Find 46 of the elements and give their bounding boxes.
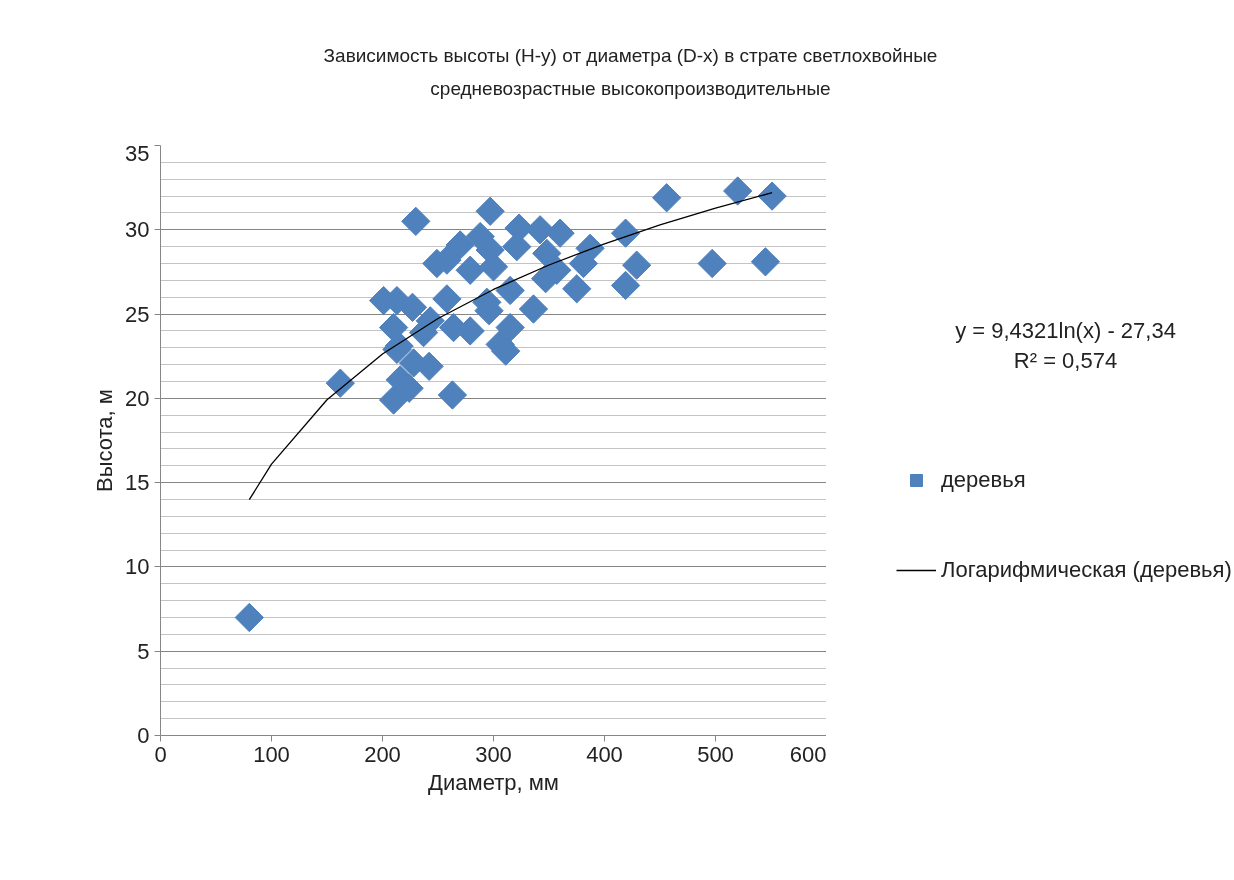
y-tick-label: 25: [125, 301, 150, 327]
point: [525, 215, 555, 245]
x-axis-title: Диаметр, мм: [428, 769, 559, 795]
text: R² = 0,574: [1013, 348, 1118, 374]
point: [378, 312, 409, 343]
x-tick-label: 400: [586, 741, 623, 767]
point: [495, 312, 525, 343]
y-tick-label: 0: [137, 723, 150, 748]
point: [545, 218, 575, 248]
y-axis-title: Высота, м: [92, 389, 118, 492]
legend-label: деревья: [941, 467, 1026, 493]
y-tick-label: 30: [125, 217, 150, 243]
y-tick-label: 20: [125, 385, 150, 411]
x-tick-label: 300: [475, 741, 512, 767]
point: [723, 176, 753, 206]
point: [622, 250, 652, 280]
point: [455, 255, 485, 285]
point: [518, 294, 549, 324]
point: [750, 247, 781, 277]
point: [652, 183, 682, 213]
point: [610, 270, 641, 301]
y-tick-label: 10: [125, 554, 150, 580]
y-tick-label: 15: [125, 470, 150, 496]
x-tick-label: 100: [253, 741, 290, 767]
point: [697, 248, 727, 279]
y-tick-label: 35: [125, 140, 150, 166]
point: [325, 368, 355, 398]
x-tick-label: 600: [789, 741, 827, 767]
y-tick-label: 5: [137, 638, 150, 664]
x-tick-label: 500: [697, 741, 734, 767]
point: [495, 275, 525, 306]
point: [234, 602, 264, 633]
point: [610, 218, 641, 248]
point: [401, 206, 431, 236]
text: y = 9,4321ln(x) - 27,34: [955, 317, 1176, 343]
x-tick-label: 200: [364, 741, 401, 767]
point: [437, 380, 468, 410]
legend-label: Логарифмическая (деревья): [941, 557, 1232, 583]
point: [562, 274, 592, 304]
point: [475, 196, 505, 226]
chart-title: Зависимость высоты (H-y) от диаметра (D-x) в страте светлохвойные средневозрастные высокопроизводительные: [323, 45, 938, 99]
point: [378, 385, 409, 415]
x-tick-label: 0: [154, 741, 167, 767]
point: [757, 181, 787, 211]
point: [445, 230, 475, 260]
point: [432, 284, 462, 314]
